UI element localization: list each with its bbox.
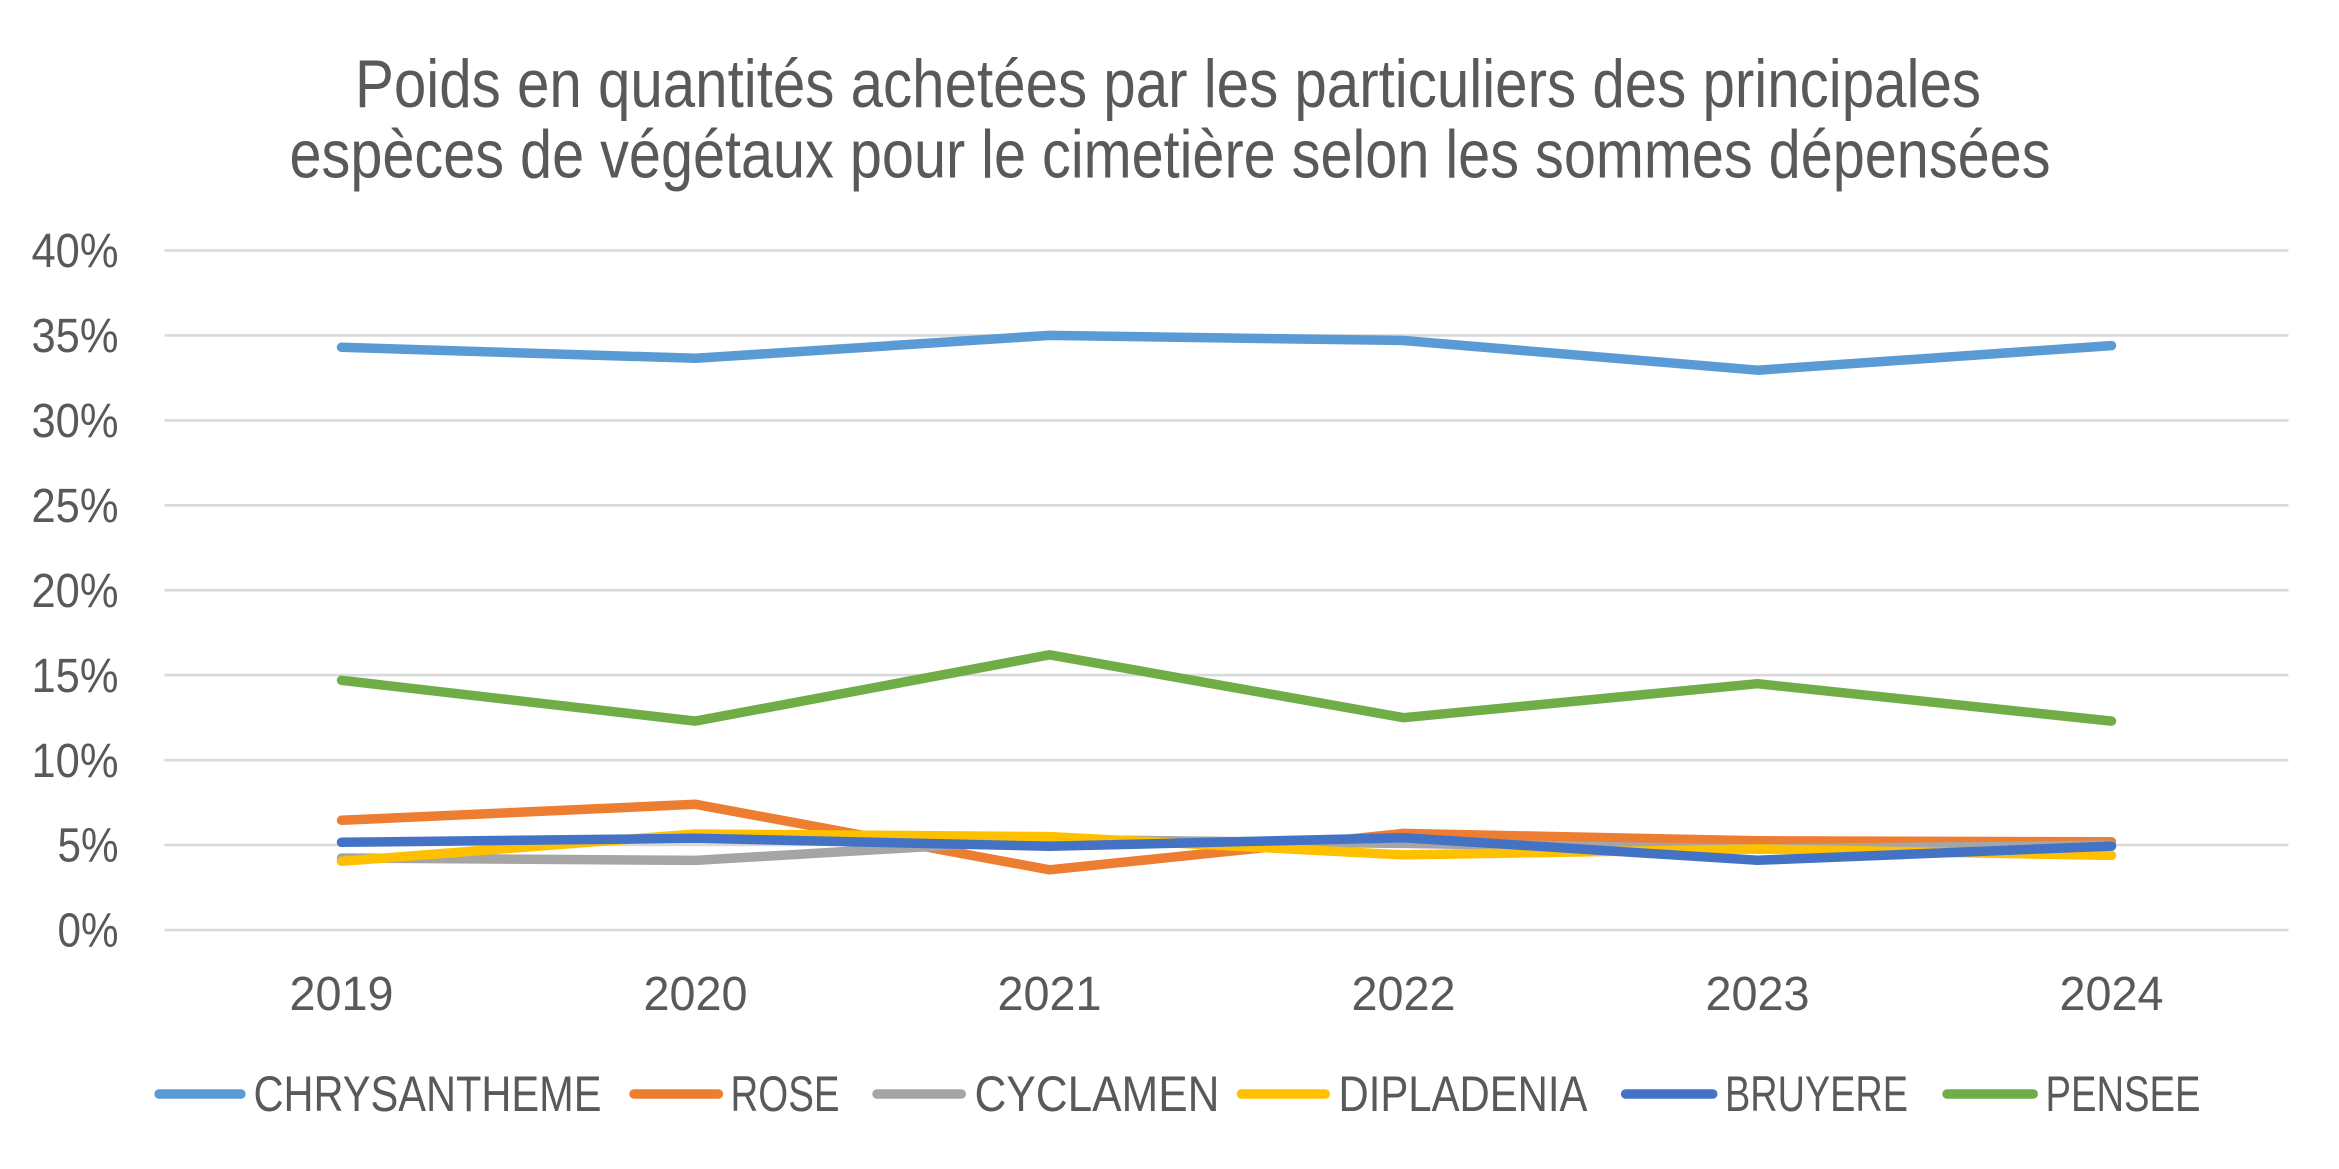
svg-text:PENSEE: PENSEE	[2046, 1066, 2201, 1122]
svg-text:2021: 2021	[998, 968, 1102, 1021]
svg-text:2020: 2020	[644, 968, 748, 1021]
svg-text:CHRYSANTHEME: CHRYSANTHEME	[254, 1066, 602, 1122]
svg-text:0%: 0%	[58, 905, 119, 958]
svg-text:2024: 2024	[2060, 968, 2164, 1021]
svg-text:2022: 2022	[1352, 968, 1456, 1021]
svg-text:Poids en quantités achetées pa: Poids en quantités achetées par les part…	[355, 46, 1981, 122]
svg-text:2019: 2019	[290, 968, 394, 1021]
svg-text:20%: 20%	[32, 565, 119, 618]
svg-text:15%: 15%	[32, 650, 119, 703]
svg-text:CYCLAMEN: CYCLAMEN	[975, 1066, 1220, 1122]
svg-text:10%: 10%	[32, 735, 119, 788]
svg-text:5%: 5%	[58, 820, 119, 873]
svg-text:ROSE: ROSE	[731, 1066, 840, 1122]
svg-text:DIPLADENIA: DIPLADENIA	[1339, 1066, 1589, 1122]
svg-text:40%: 40%	[32, 225, 119, 278]
svg-text:BRUYERE: BRUYERE	[1725, 1066, 1908, 1122]
svg-text:35%: 35%	[32, 310, 119, 363]
svg-text:2023: 2023	[1706, 968, 1810, 1021]
svg-text:30%: 30%	[32, 395, 119, 448]
svg-text:espèces de végétaux pour le ci: espèces de végétaux pour le cimetière se…	[290, 117, 2051, 193]
svg-text:25%: 25%	[32, 480, 119, 533]
